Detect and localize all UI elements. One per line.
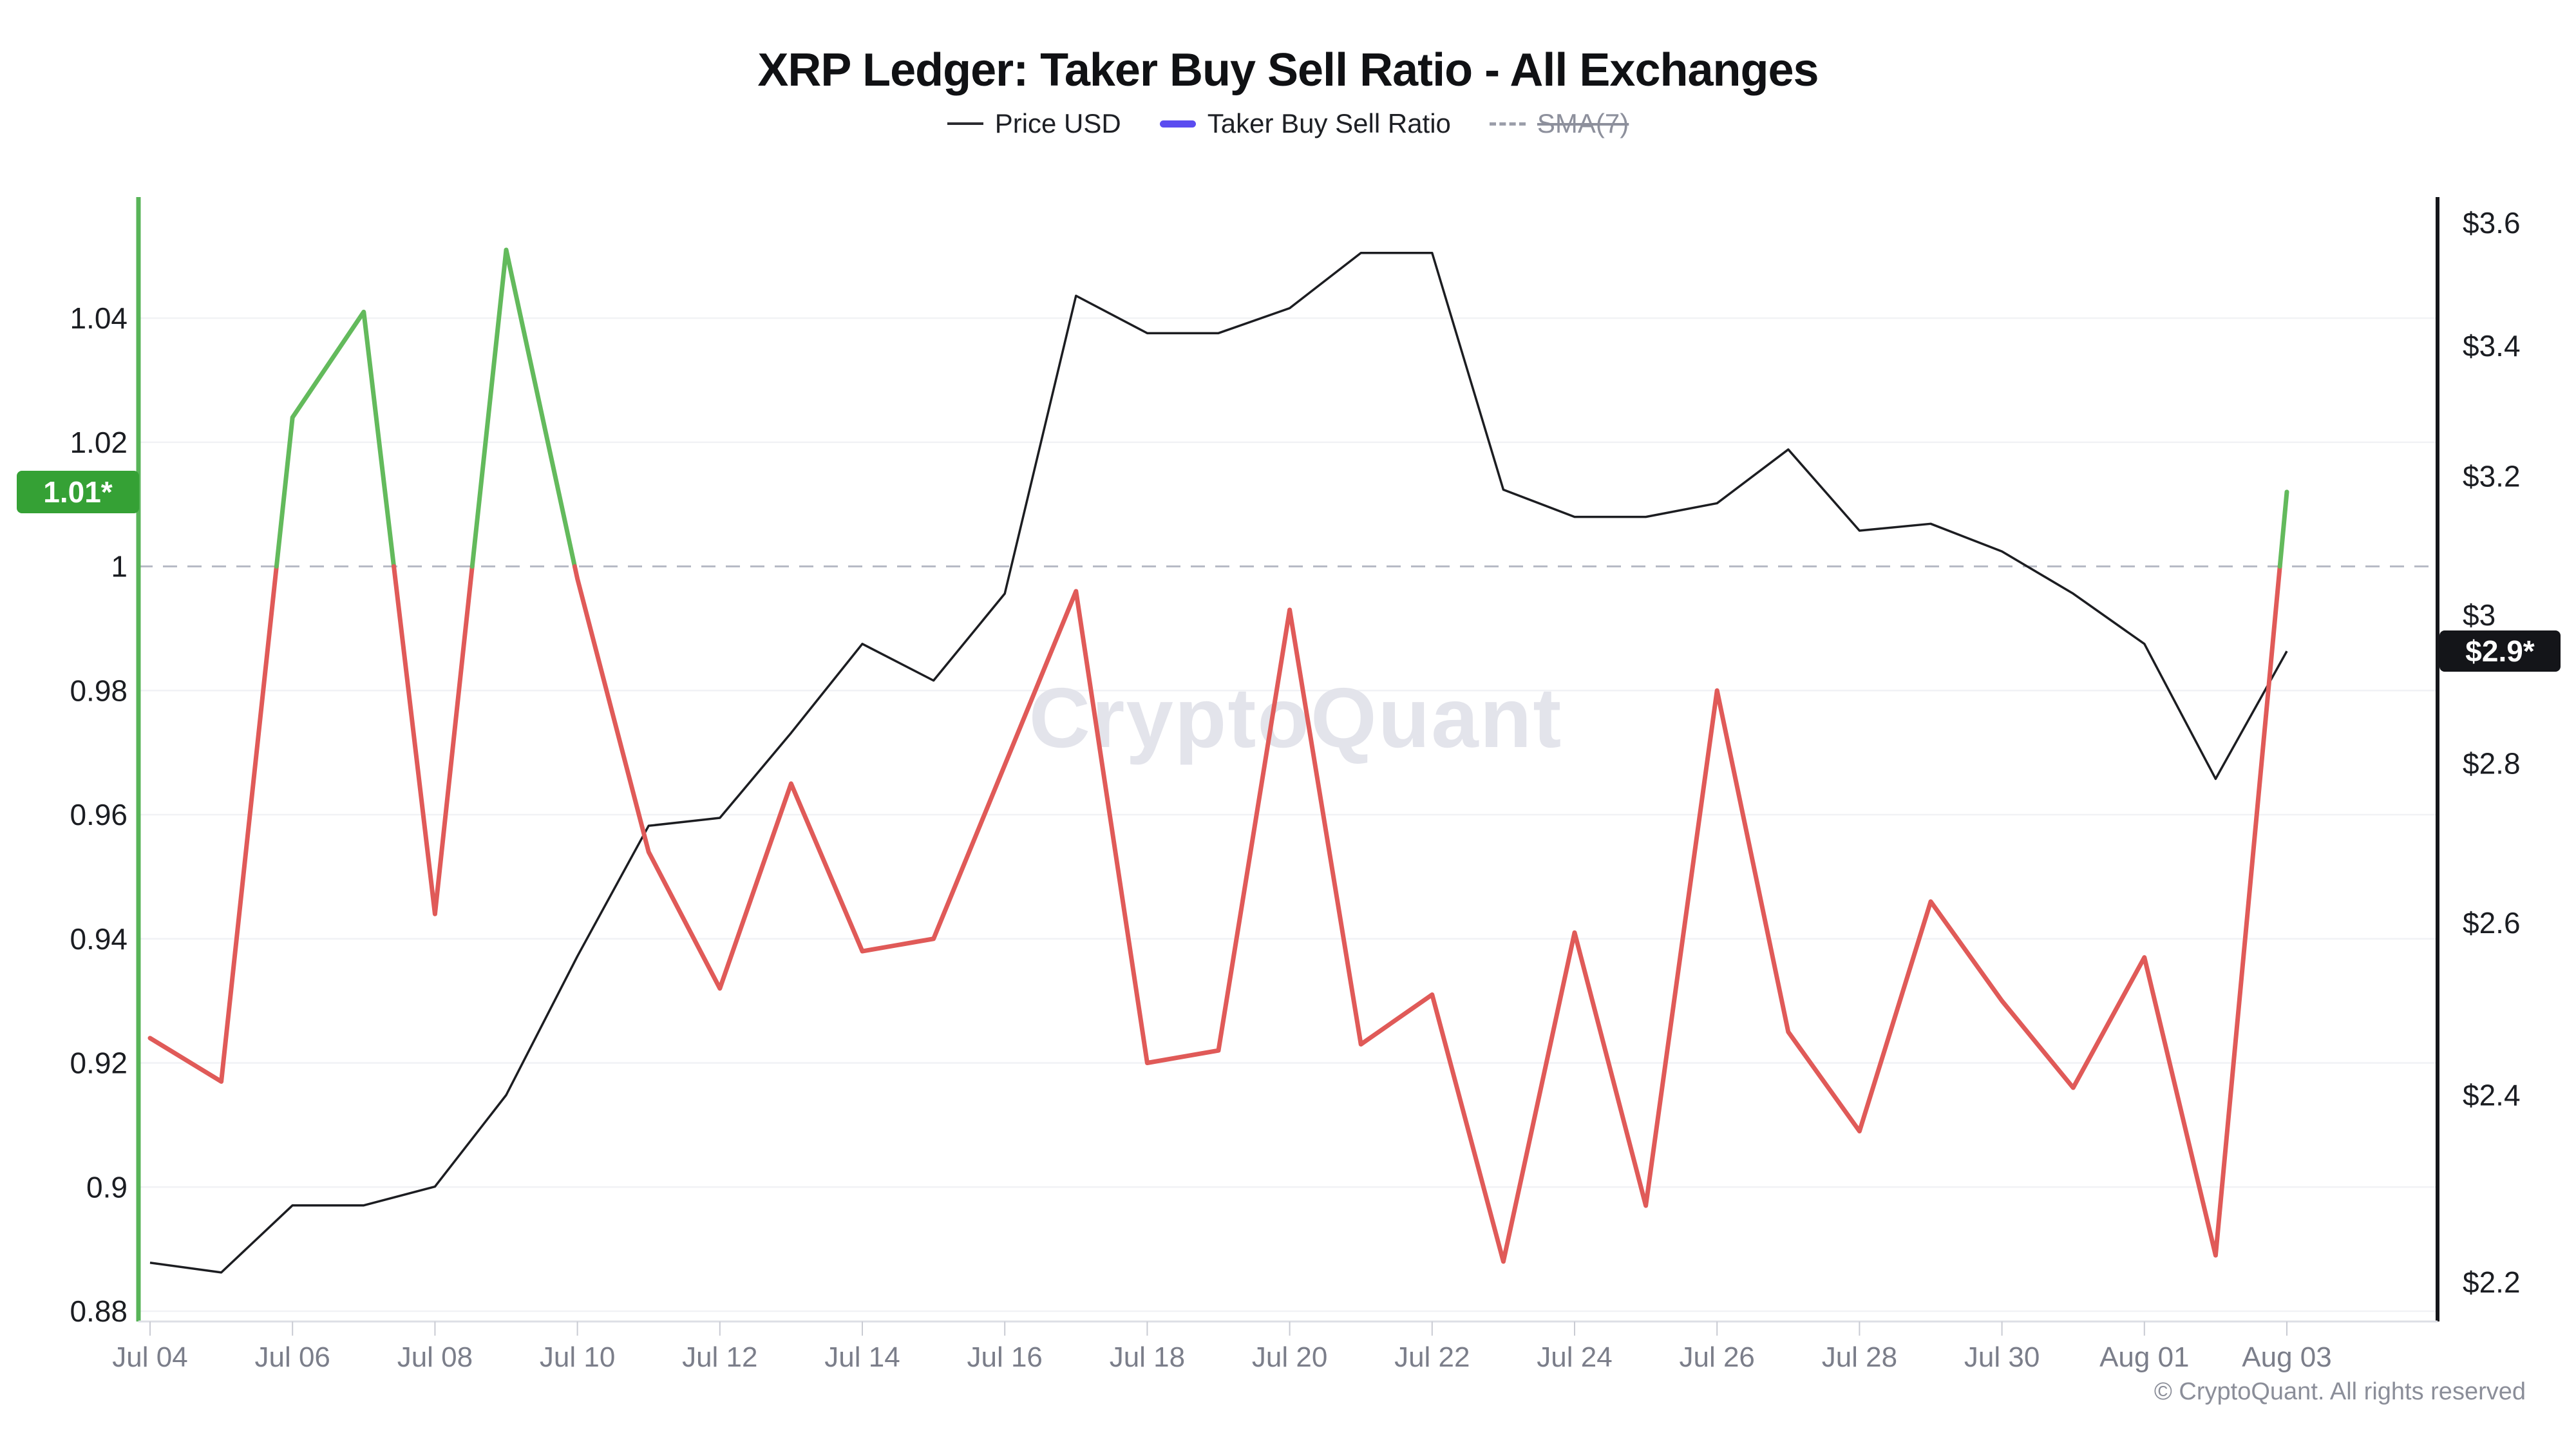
legend-label-price-usd: Price USD [994,108,1121,138]
right-axis-tick-label: $2.8 [2463,746,2521,780]
right-axis-tick-label: $2.6 [2463,906,2521,940]
legend-label-sma7: SMA(7) [1537,108,1629,138]
x-axis-tick-label: Jul 06 [254,1341,330,1373]
x-axis-tick-label: Jul 12 [682,1341,757,1373]
x-axis-tick-label: Jul 18 [1110,1341,1185,1373]
legend-item-price-usd[interactable]: Price USD [947,108,1121,139]
right-axis-tick-label: $3 [2463,598,2496,632]
left-axis-tick-label: 0.88 [70,1294,128,1328]
x-axis-tick-label: Jul 30 [1964,1341,2040,1373]
taker-ratio-line-above-1 [469,247,577,569]
taker-ratio-line-above-1 [274,309,397,569]
right-axis-tick-label: $2.4 [2463,1078,2521,1112]
x-axis-tick-label: Jul 16 [967,1341,1042,1373]
left-axis-tick-label: 1.04 [70,301,128,335]
chart-title: XRP Ledger: Taker Buy Sell Ratio - All E… [757,44,1819,96]
price-usd-line [149,251,2288,1274]
price-line-swatch-icon [947,122,983,125]
x-axis-tick-label: Aug 03 [2242,1341,2331,1373]
sma7-dashed-swatch-icon [1489,122,1526,126]
taker-ratio-line-above-1 [2277,489,2289,569]
x-axis-tick-label: Jul 04 [112,1341,187,1373]
price-last-value-badge: $2.9* [2439,630,2561,672]
right-axis-tick-label: $2.2 [2463,1265,2521,1299]
right-axis-tick-label: $3.4 [2463,329,2521,363]
x-axis-tick-label: Jul 26 [1679,1341,1754,1373]
left-axis-tick-label: 0.96 [70,798,128,831]
ratio-last-value-badge: 1.01* [17,470,139,513]
left-axis-tick-label: 0.92 [70,1046,128,1080]
x-axis-tick-label: Jul 14 [824,1341,900,1373]
x-axis-tick-label: Aug 01 [2099,1341,2189,1373]
x-axis-tick-label: Jul 08 [397,1341,473,1373]
x-axis-tick-label: Jul 28 [1822,1341,1897,1373]
legend-label-taker-ratio: Taker Buy Sell Ratio [1207,108,1451,138]
left-axis-tick-label: 1 [111,550,128,583]
copyright-footer: © CryptoQuant. All rights reserved [2154,1378,2526,1405]
left-axis-tick-label: 0.9 [86,1170,128,1204]
legend-item-taker-ratio[interactable]: Taker Buy Sell Ratio [1159,108,1451,139]
taker-ratio-swatch-icon [1159,120,1196,128]
chart-legend: Price USD Taker Buy Sell Ratio SMA(7) [0,108,2576,139]
x-axis-tick-label: Jul 24 [1537,1341,1612,1373]
left-axis-tick-label: 0.94 [70,922,128,956]
watermark-text: CryptoQuant [1029,670,1563,765]
taker-ratio-line-below-1 [572,564,2282,1264]
left-axis-tick-label: 1.02 [70,426,128,459]
right-axis-tick-label: $3.6 [2463,206,2521,240]
x-axis-tick-label: Jul 20 [1252,1341,1327,1373]
x-axis-tick-label: Jul 22 [1394,1341,1470,1373]
right-axis-tick-label: $3.2 [2463,459,2521,493]
taker-ratio-line-below-1 [392,564,475,916]
taker-ratio-line-below-1 [147,564,279,1084]
x-axis-tick-label: Jul 10 [540,1341,615,1373]
legend-item-sma7[interactable]: SMA(7) [1489,108,1629,139]
plot-area[interactable] [138,197,2438,1321]
left-axis-tick-label: 0.98 [70,674,128,707]
